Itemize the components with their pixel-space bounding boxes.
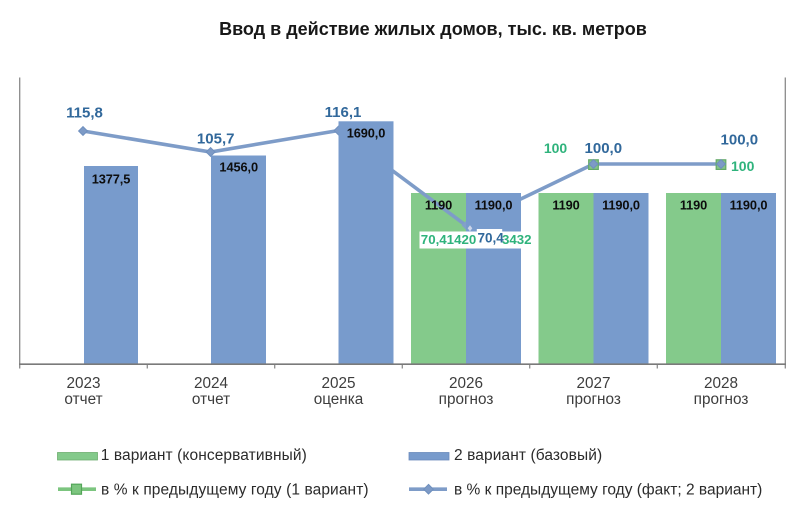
svg-text:оценка: оценка [314, 391, 364, 408]
svg-text:70,41420: 70,41420 [421, 232, 476, 247]
svg-text:1 вариант (консервативный): 1 вариант (консервативный) [101, 447, 307, 464]
svg-text:100: 100 [731, 158, 755, 174]
svg-text:в % к предыдущему году (1 вари: в % к предыдущему году (1 вариант) [101, 482, 369, 499]
svg-text:1190: 1190 [552, 198, 579, 213]
svg-text:100: 100 [544, 140, 568, 156]
svg-text:2025: 2025 [321, 375, 355, 392]
svg-text:1456,0: 1456,0 [219, 160, 258, 175]
svg-text:3432: 3432 [502, 232, 532, 247]
svg-text:прогноз: прогноз [439, 391, 494, 408]
svg-text:1190,0: 1190,0 [602, 198, 640, 213]
svg-text:прогноз: прогноз [694, 391, 749, 408]
svg-text:Ввод в действие жилых домов, т: Ввод в действие жилых домов, тыс. кв. ме… [219, 19, 647, 39]
svg-text:70,4: 70,4 [478, 230, 505, 245]
svg-text:1190,0: 1190,0 [475, 198, 513, 213]
svg-text:115,8: 115,8 [66, 105, 103, 122]
svg-text:2027: 2027 [576, 375, 610, 392]
svg-text:1190,0: 1190,0 [730, 198, 768, 213]
svg-text:прогноз: прогноз [566, 391, 621, 408]
svg-text:2026: 2026 [449, 375, 483, 392]
svg-text:2023: 2023 [66, 375, 100, 392]
svg-text:1377,5: 1377,5 [92, 172, 131, 187]
svg-text:1690,0: 1690,0 [347, 126, 386, 141]
svg-text:1190: 1190 [680, 198, 707, 213]
svg-text:отчет: отчет [192, 391, 230, 408]
svg-text:2 вариант (базовый): 2 вариант (базовый) [454, 447, 602, 464]
svg-text:1190: 1190 [425, 198, 452, 213]
svg-text:100,0: 100,0 [585, 140, 623, 157]
svg-text:2024: 2024 [194, 375, 229, 392]
svg-text:в % к предыдущему году (факт;: в % к предыдущему году (факт; 2 вариант) [454, 482, 762, 499]
svg-text:105,7: 105,7 [197, 131, 235, 148]
svg-text:2028: 2028 [704, 375, 738, 392]
svg-text:116,1: 116,1 [325, 104, 362, 121]
svg-text:отчет: отчет [64, 391, 102, 408]
svg-text:100,0: 100,0 [721, 132, 759, 149]
